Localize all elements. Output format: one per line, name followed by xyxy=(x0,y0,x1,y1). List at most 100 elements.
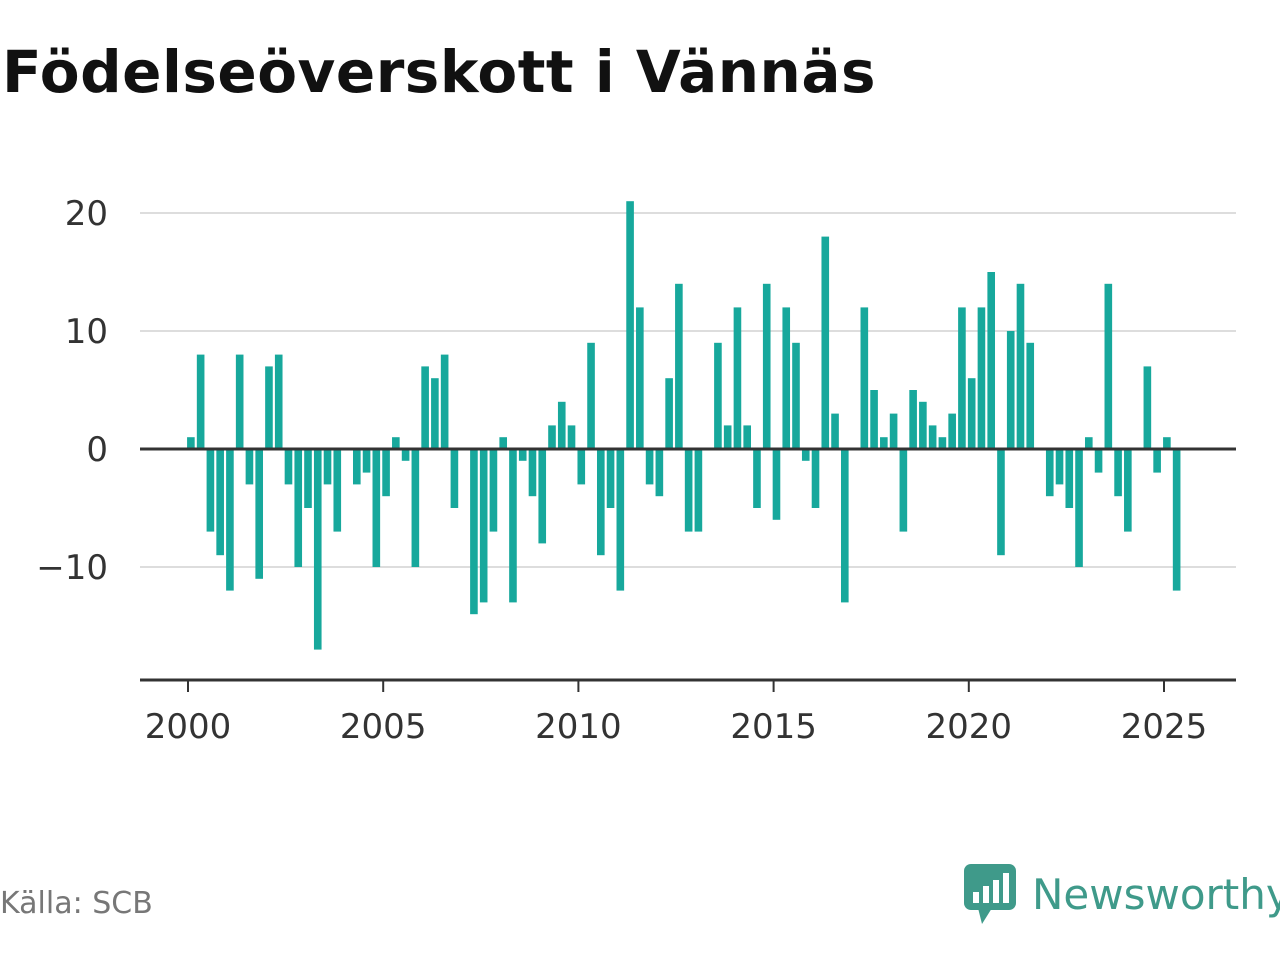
bar-45 xyxy=(626,201,634,449)
bar-49 xyxy=(665,378,673,449)
bar-101 xyxy=(1173,449,1181,591)
bar-75 xyxy=(919,402,927,449)
x-tick-label-2020: 2020 xyxy=(926,707,1013,747)
bar-57 xyxy=(743,425,751,449)
bar-50 xyxy=(675,284,683,449)
bar-12 xyxy=(304,449,312,508)
bar-17 xyxy=(353,449,361,484)
bar-7 xyxy=(255,449,263,579)
bar-99 xyxy=(1153,449,1161,473)
bar-67 xyxy=(841,449,849,602)
bar-63 xyxy=(802,449,810,461)
bar-59 xyxy=(763,284,771,449)
bar-54 xyxy=(714,343,722,449)
y-tick-label-0: 0 xyxy=(86,430,108,470)
bar-88 xyxy=(1046,449,1054,496)
bar-23 xyxy=(412,449,420,567)
bar-91 xyxy=(1075,449,1083,567)
bar-1 xyxy=(197,355,205,449)
bar-40 xyxy=(577,449,585,484)
bar-46 xyxy=(636,307,644,449)
bar-29 xyxy=(470,449,478,614)
bar-30 xyxy=(480,449,488,602)
bar-66 xyxy=(831,414,839,449)
bar-10 xyxy=(285,449,293,484)
bar-94 xyxy=(1105,284,1113,449)
source-label: Källa: SCB xyxy=(0,886,153,921)
bar-73 xyxy=(900,449,908,532)
bar-93 xyxy=(1095,449,1103,473)
bar-34 xyxy=(519,449,527,461)
y-tick-label--10: −10 xyxy=(36,548,108,588)
bar-95 xyxy=(1114,449,1122,496)
bar-56 xyxy=(734,307,742,449)
bar-83 xyxy=(997,449,1005,555)
bar-13 xyxy=(314,449,322,650)
bar-0 xyxy=(187,437,195,449)
bar-25 xyxy=(431,378,439,449)
bar-62 xyxy=(792,343,800,449)
bar-92 xyxy=(1085,437,1093,449)
bar-21 xyxy=(392,437,400,449)
brand[interactable]: Newsworthy xyxy=(964,864,1280,924)
bar-9 xyxy=(275,355,283,449)
bar-24 xyxy=(421,366,429,449)
bar-84 xyxy=(1007,331,1015,449)
x-tick-label-2015: 2015 xyxy=(730,707,817,747)
bar-69 xyxy=(861,307,869,449)
bar-82 xyxy=(987,272,995,449)
bar-64 xyxy=(812,449,820,508)
bar-31 xyxy=(490,449,498,532)
bar-96 xyxy=(1124,449,1132,532)
bar-43 xyxy=(607,449,615,508)
bar-70 xyxy=(870,390,878,449)
bar-44 xyxy=(617,449,625,591)
bar-38 xyxy=(558,402,566,449)
bar-39 xyxy=(568,425,576,449)
bar-26 xyxy=(441,355,449,449)
bar-32 xyxy=(499,437,507,449)
bar-47 xyxy=(646,449,654,484)
x-tick-label-2000: 2000 xyxy=(145,707,232,747)
y-tick-label-10: 10 xyxy=(65,312,108,352)
bar-22 xyxy=(402,449,410,461)
bar-27 xyxy=(451,449,459,508)
bar-98 xyxy=(1144,366,1152,449)
bar-42 xyxy=(597,449,605,555)
bar-20 xyxy=(382,449,390,496)
bar-85 xyxy=(1017,284,1025,449)
bar-58 xyxy=(753,449,761,508)
bar-15 xyxy=(333,449,341,532)
x-tick-label-2005: 2005 xyxy=(340,707,427,747)
x-tick-label-2010: 2010 xyxy=(535,707,622,747)
bar-18 xyxy=(363,449,371,473)
bar-61 xyxy=(782,307,790,449)
bar-4 xyxy=(226,449,234,591)
bar-8 xyxy=(265,366,273,449)
x-tick-label-2025: 2025 xyxy=(1121,707,1208,747)
y-tick-label-20: 20 xyxy=(65,194,108,234)
bar-77 xyxy=(939,437,947,449)
bar-35 xyxy=(529,449,537,496)
bar-72 xyxy=(890,414,898,449)
bar-89 xyxy=(1056,449,1064,484)
bar-11 xyxy=(294,449,302,567)
bar-71 xyxy=(880,437,888,449)
newsworthy-logo-icon xyxy=(964,864,1016,924)
bar-3 xyxy=(216,449,224,555)
bar-19 xyxy=(373,449,381,567)
bars xyxy=(187,201,1180,649)
bar-48 xyxy=(656,449,664,496)
bar-90 xyxy=(1065,449,1073,508)
bar-81 xyxy=(978,307,986,449)
bar-74 xyxy=(909,390,917,449)
bar-100 xyxy=(1163,437,1171,449)
bar-60 xyxy=(773,449,781,520)
bar-55 xyxy=(724,425,732,449)
bar-52 xyxy=(695,449,703,532)
bar-79 xyxy=(958,307,966,449)
bar-2 xyxy=(207,449,215,532)
bar-78 xyxy=(948,414,956,449)
bar-6 xyxy=(246,449,254,484)
